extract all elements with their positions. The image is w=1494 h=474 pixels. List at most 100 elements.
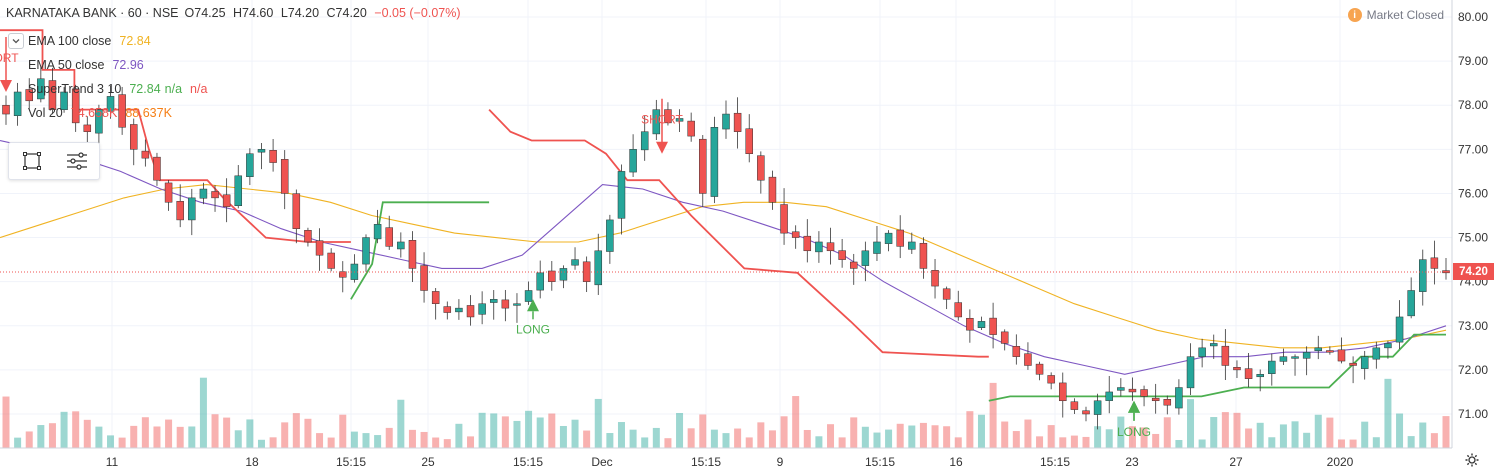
- candle: [1093, 393, 1102, 430]
- volume-ma-value: 88.637K: [125, 106, 172, 120]
- time-axis[interactable]: 11 18 15:15 25 15:15 Dec 15:15 9 15:15 16 15:15 23 2…: [106, 455, 1354, 469]
- candle: [129, 118, 138, 166]
- candle: [1000, 329, 1009, 351]
- candle: [1012, 334, 1021, 365]
- candle: [803, 219, 812, 263]
- time-tick-label: 23: [1125, 455, 1139, 469]
- candle: [1337, 337, 1346, 364]
- candle: [106, 85, 115, 119]
- volume-bar: [385, 427, 393, 448]
- candle: [548, 261, 556, 291]
- candle: [350, 254, 359, 283]
- volume-bar: [408, 429, 416, 448]
- time-tick-label: 15:15: [1040, 455, 1070, 469]
- volume-bar: [687, 428, 695, 448]
- volume-bar: [1163, 417, 1171, 448]
- volume-bar: [1070, 435, 1078, 448]
- candle: [559, 265, 568, 289]
- candle: [71, 84, 80, 132]
- candle: [1186, 343, 1195, 396]
- volume-bar: [838, 437, 846, 448]
- volume-bar: [246, 419, 254, 448]
- candle: [1128, 377, 1137, 401]
- ohlc-values: O74.25 H74.60 L74.20 C74.20 −0.05 (−0.07…: [185, 6, 465, 20]
- volume-bar: [977, 414, 985, 448]
- volume-bar: [1245, 428, 1253, 448]
- volume-bar: [652, 427, 660, 448]
- candle: [2, 95, 10, 125]
- volume-bar: [153, 426, 161, 448]
- supertrend-label: SuperTrend 3 10: [28, 82, 122, 96]
- legend-ema100[interactable]: EMA 100 close 72.84: [28, 32, 151, 50]
- candle: [861, 241, 870, 282]
- candle: [1268, 353, 1276, 386]
- gear-icon[interactable]: [1464, 452, 1480, 468]
- volume-bar: [1175, 439, 1183, 448]
- ema50-label: EMA 50 close: [28, 58, 105, 72]
- candle: [617, 164, 626, 235]
- volume-bar: [1198, 439, 1206, 448]
- info-icon: i: [1347, 8, 1362, 22]
- candle: [606, 214, 614, 264]
- candle: [1302, 346, 1311, 376]
- legend-supertrend[interactable]: SuperTrend 3 10 72.84 n/a n/a: [28, 80, 207, 98]
- candle: [745, 114, 753, 163]
- time-tick-label: Dec: [591, 455, 612, 469]
- short-signal-label: ORT: [0, 51, 19, 65]
- candle: [699, 135, 707, 207]
- candle: [37, 66, 45, 103]
- supertrend-segment: [988, 333, 1446, 402]
- supertrend-segment: [488, 108, 989, 358]
- time-tick-label: 15:15: [691, 455, 721, 469]
- volume-bar: [257, 439, 265, 448]
- volume-bar: [490, 413, 498, 448]
- candle: [582, 256, 591, 293]
- volume-bar: [676, 412, 684, 448]
- volume-bar: [1210, 417, 1218, 448]
- volume-bar: [1314, 414, 1322, 448]
- candle: [1326, 346, 1334, 355]
- volume-bar: [827, 424, 835, 448]
- candle: [1372, 341, 1381, 369]
- volume-bar: [339, 414, 347, 448]
- volume-bar: [594, 398, 602, 448]
- candle: [455, 299, 463, 320]
- volume-bar: [571, 419, 579, 448]
- volume-bar: [664, 438, 672, 448]
- price-tick-label: 76.00: [1458, 186, 1488, 200]
- volume-bar: [792, 396, 800, 448]
- ema100-value: 72.84: [119, 34, 151, 48]
- volume-bar: [513, 420, 521, 448]
- ema100-label: EMA 100 close: [28, 34, 112, 48]
- market-status[interactable]: i Market Closed: [1347, 8, 1444, 22]
- candle: [420, 252, 428, 303]
- volume-bar: [1128, 426, 1136, 448]
- volume-bar: [443, 439, 451, 448]
- last-price-tag: 74.20: [1453, 263, 1494, 280]
- candle: [153, 152, 161, 186]
- symbol-title[interactable]: KARNATAKA BANK · 60 · NSE: [6, 6, 179, 20]
- volume-bar: [1291, 421, 1299, 448]
- rectangle-tool-button[interactable]: [17, 146, 47, 176]
- price-axis[interactable]: 80.0079.0078.0077.0076.0075.0074.0073.00…: [1458, 10, 1488, 421]
- rectangle-icon: [22, 152, 41, 170]
- object-tree-button[interactable]: [62, 146, 92, 176]
- volume-bar: [722, 433, 730, 448]
- time-tick-label: 16: [949, 455, 963, 469]
- long-signal-label: LONG: [516, 322, 550, 336]
- candle: [1117, 378, 1125, 397]
- candle: [1140, 385, 1148, 407]
- volume-bar: [850, 417, 858, 448]
- volume-bar: [559, 425, 567, 448]
- candle: [489, 290, 498, 320]
- legend-collapse-button[interactable]: [8, 33, 24, 49]
- volume-bar: [2, 396, 10, 448]
- legend-ema50[interactable]: EMA 50 close 72.96: [28, 56, 144, 74]
- price-tick-label: 79.00: [1458, 54, 1488, 68]
- volume-bar: [1361, 421, 1369, 448]
- volume-bar: [583, 430, 591, 448]
- candle: [280, 150, 289, 210]
- legend-volume[interactable]: Vol 20 74.658K 88.637K: [28, 104, 172, 122]
- volume-bar: [606, 433, 614, 448]
